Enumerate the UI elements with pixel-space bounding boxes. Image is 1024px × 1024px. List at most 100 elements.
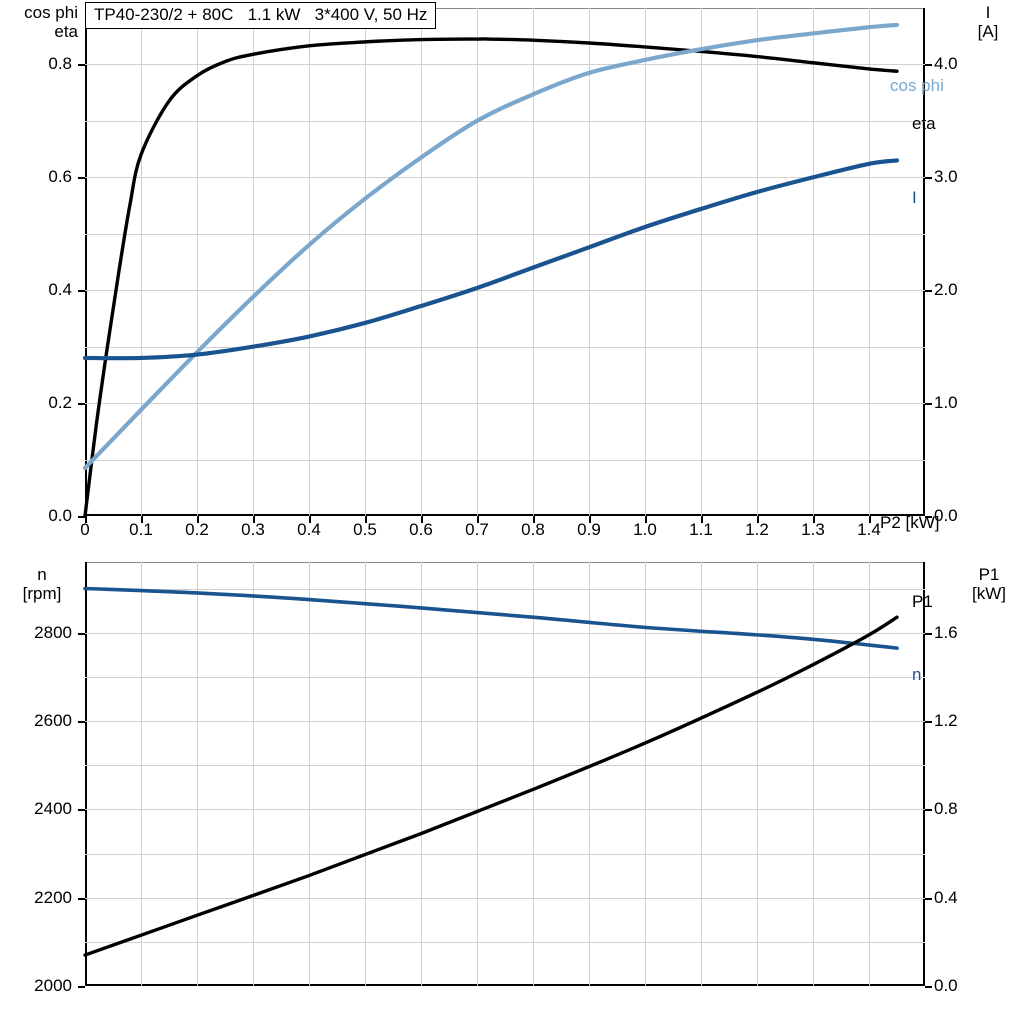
axis-tick [78, 64, 85, 66]
gridline-vertical [701, 562, 702, 986]
curve-n [83, 586, 899, 650]
axis-tick [925, 986, 932, 988]
axis-tick-label: 2200 [34, 887, 72, 907]
bottom-left-axis-title-line1: n [37, 565, 47, 584]
gridline-vertical [589, 8, 590, 516]
top-plot-frame-bottom [85, 514, 925, 516]
axis-tick-label: 1.3 [801, 520, 825, 539]
axis-tick [141, 516, 143, 523]
gridline-vertical [253, 562, 254, 986]
axis-tick [253, 516, 255, 523]
bottom-plot-area [78, 562, 932, 988]
gridline-vertical [365, 562, 366, 986]
gridline-vertical [421, 562, 422, 986]
top-plot-frame-right [923, 8, 925, 516]
gridline-vertical [813, 562, 814, 986]
gridline-vertical [253, 8, 254, 516]
axis-tick [365, 516, 367, 523]
axis-tick-label: 0.4 [48, 280, 72, 300]
top-plot-frame-left [85, 8, 87, 516]
axis-tick [78, 403, 85, 405]
gridline-vertical [757, 8, 758, 516]
top-right-axis-title-line1: I [985, 3, 991, 22]
top-plot-area [78, 8, 932, 523]
curve-p1 [83, 615, 899, 957]
gridline-horizontal [85, 177, 925, 178]
axis-tick-label: 1.6 [934, 622, 958, 642]
axis-tick-label: 1.2 [745, 520, 769, 539]
axis-tick [309, 516, 311, 523]
axis-tick-label: 2800 [34, 622, 72, 642]
curve-label-cos-phi: cos phi [890, 76, 944, 95]
axis-tick-label: 1.0 [934, 393, 958, 413]
x-axis-title: P2 [kW] [880, 513, 940, 532]
bottom-plot-frame-left [85, 562, 87, 986]
axis-tick-label: 0 [80, 520, 90, 539]
curve-label-power-input: P1 [912, 592, 933, 611]
axis-tick-label: 1.4 [857, 520, 881, 539]
bottom-plot-frame-right [923, 562, 925, 986]
axis-tick-label: 0.4 [297, 520, 321, 539]
axis-tick [533, 516, 535, 523]
curve-label-eta: eta [912, 114, 936, 133]
gridline-horizontal [85, 942, 925, 943]
gridline-vertical [197, 8, 198, 516]
axis-tick [701, 516, 703, 523]
curve-cos-phi [82, 22, 900, 471]
gridline-horizontal [85, 633, 925, 634]
gridline-vertical [757, 562, 758, 986]
axis-tick [925, 721, 932, 723]
axis-tick-label: 0.6 [48, 167, 72, 187]
gridline-vertical [645, 8, 646, 516]
axis-tick [645, 516, 647, 523]
axis-tick-label: 0.1 [129, 520, 153, 539]
axis-tick [85, 516, 87, 523]
gridline-vertical [141, 562, 142, 986]
gridline-vertical [589, 562, 590, 986]
axis-tick-label: 0.3 [241, 520, 265, 539]
axis-tick-label: 0.2 [48, 393, 72, 413]
gridline-horizontal [85, 721, 925, 722]
gridline-horizontal [85, 347, 925, 348]
bottom-left-axis-title-line2: [rpm] [22, 584, 62, 603]
axis-tick-label: 0.4 [934, 887, 958, 907]
axis-tick-label: 1.2 [934, 711, 958, 730]
bottom-plot-frame-top [85, 562, 925, 563]
gridline-horizontal [85, 460, 925, 461]
axis-tick-label: 2000 [34, 976, 72, 995]
top-left-axis-title-line1: cos phi [24, 3, 78, 22]
bottom-plot-frame-bottom [85, 984, 925, 986]
gridline-horizontal [85, 121, 925, 122]
chart-title-box: TP40-230/2 + 80C 1.1 kW 3*400 V, 50 Hz [85, 2, 437, 29]
axis-tick-label: 0.0 [934, 976, 958, 995]
top-plot-curves [82, 22, 900, 518]
axis-tick-label: 2400 [34, 799, 72, 819]
gridline-vertical [869, 562, 870, 986]
axis-tick-label: 0.9 [577, 520, 601, 539]
bottom-right-axis-title-line1: P1 [978, 565, 1000, 584]
axis-tick [477, 516, 479, 523]
gridline-vertical [309, 562, 310, 986]
axis-tick-label: 0.2 [185, 520, 209, 539]
gridline-vertical [309, 8, 310, 516]
top-left-axis-title-line2: eta [54, 22, 78, 41]
gridline-vertical [421, 8, 422, 516]
axis-tick-label: 4.0 [934, 54, 958, 74]
gridline-vertical [813, 8, 814, 516]
axis-tick [925, 809, 932, 811]
axis-tick [78, 986, 85, 988]
gridline-vertical [365, 8, 366, 516]
gridline-vertical [869, 8, 870, 516]
axis-tick-label: 0.8 [521, 520, 545, 539]
axis-tick-label: 1.0 [633, 520, 657, 539]
axis-tick [197, 516, 199, 523]
curve-label-current: I [912, 188, 917, 207]
axis-tick [925, 290, 932, 292]
axis-tick-label: 0.0 [48, 506, 72, 525]
gridline-horizontal [85, 234, 925, 235]
axis-tick-label: 0.0 [934, 506, 958, 525]
axis-tick-label: 0.6 [409, 520, 433, 539]
axis-tick-label: 3.0 [934, 167, 958, 187]
axis-tick [78, 809, 85, 811]
